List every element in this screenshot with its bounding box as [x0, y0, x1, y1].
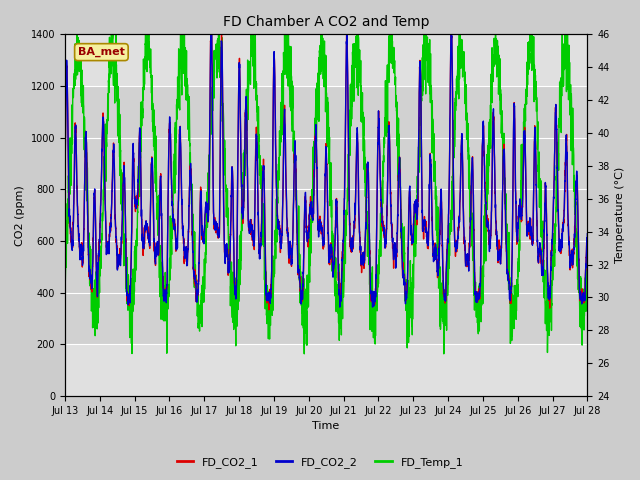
- Y-axis label: CO2 (ppm): CO2 (ppm): [15, 185, 25, 246]
- FD_Temp_1: [73, 32, 81, 37]
- FD_Temp_1: [284, 83, 292, 89]
- Legend: FD_CO2_1, FD_CO2_2, FD_Temp_1: FD_CO2_1, FD_CO2_2, FD_Temp_1: [172, 452, 468, 472]
- X-axis label: Time: Time: [312, 421, 340, 432]
- FD_Temp_1: [584, 272, 591, 277]
- FD_CO2_2: [573, 192, 581, 197]
- FD_CO2_2: [517, 206, 525, 212]
- FD_CO2_1: [121, 177, 129, 183]
- FD_Temp_1: [61, 288, 68, 294]
- Y-axis label: Temperature (°C): Temperature (°C): [615, 167, 625, 264]
- FD_Temp_1: [152, 172, 159, 178]
- FD_CO2_2: [61, 185, 68, 191]
- FD_CO2_1: [517, 216, 525, 222]
- FD_Temp_1: [440, 351, 447, 357]
- FD_Temp_1: [517, 186, 525, 192]
- Line: FD_Temp_1: FD_Temp_1: [65, 35, 588, 354]
- FD_CO2_2: [207, 19, 215, 24]
- FD_CO2_1: [284, 239, 292, 244]
- FD_CO2_2: [152, 261, 159, 267]
- FD_CO2_1: [207, 19, 215, 24]
- Title: FD Chamber A CO2 and Temp: FD Chamber A CO2 and Temp: [223, 15, 429, 29]
- FD_Temp_1: [573, 252, 581, 257]
- FD_CO2_2: [584, 231, 591, 237]
- FD_CO2_2: [262, 259, 269, 265]
- FD_CO2_1: [584, 237, 591, 242]
- Bar: [65, 86, 588, 345]
- Text: BA_met: BA_met: [78, 47, 125, 57]
- FD_CO2_1: [573, 184, 581, 190]
- FD_Temp_1: [262, 267, 269, 273]
- FD_CO2_1: [265, 307, 273, 312]
- FD_Temp_1: [121, 231, 129, 237]
- FD_CO2_1: [152, 263, 159, 268]
- FD_CO2_2: [284, 230, 292, 236]
- FD_CO2_1: [262, 255, 269, 261]
- Line: FD_CO2_2: FD_CO2_2: [65, 22, 588, 307]
- Line: FD_CO2_1: FD_CO2_1: [65, 22, 588, 310]
- FD_CO2_2: [336, 304, 344, 310]
- FD_CO2_2: [121, 174, 129, 180]
- FD_CO2_1: [61, 185, 68, 191]
